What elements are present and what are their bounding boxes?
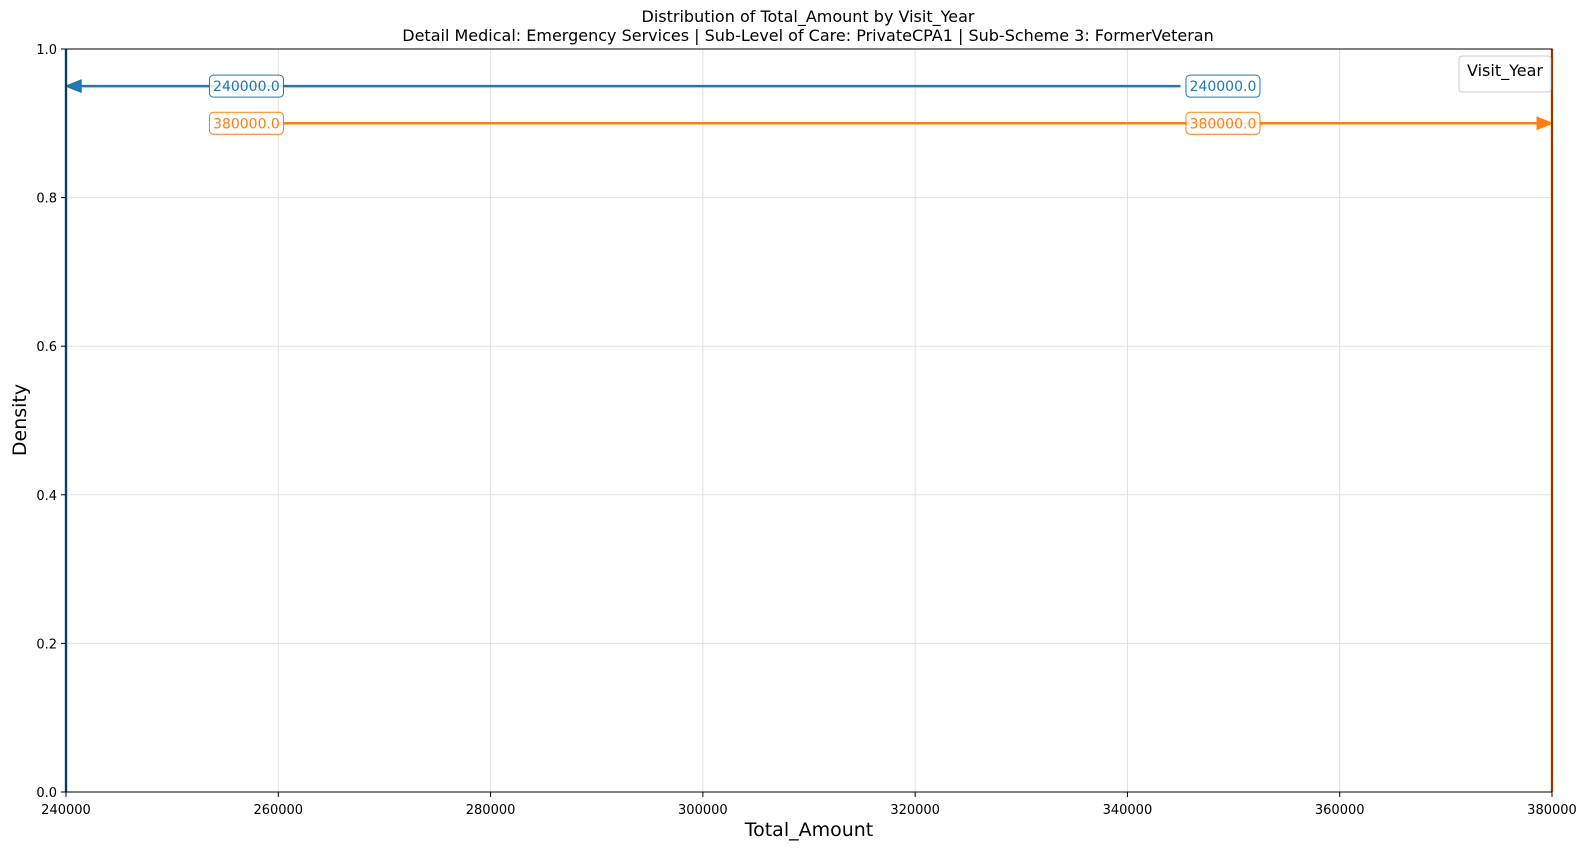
y-tick-label: 0.2 [36,637,57,652]
x-tick-label: 320000 [890,803,940,818]
y-tick-label: 0.8 [36,192,57,207]
plot-frame [65,48,1553,793]
value-annotation-box [1185,111,1261,135]
legend: Visit_Year [1458,55,1552,93]
y-tick-label: 0.0 [36,786,57,801]
y-tick-label: 0.4 [36,489,57,504]
legend-box [1458,55,1552,93]
value-annotation-label: 380000.0 [1190,116,1257,132]
value-annotation-label: 240000.0 [1190,79,1257,95]
y-tick-label: 0.6 [36,340,57,355]
x-axis-label: Total_Amount [744,819,874,841]
x-axis-ticks: 240000 260000 280000 300000 320000 340000 3600… [41,792,1577,818]
x-tick-label: 340000 [1103,803,1153,818]
y-axis-ticks: 0.0 0.2 0.4 0.6 0.8 1.0 [36,43,66,801]
chart-title: Distribution of Total_Amount by Visit_Ye… [642,7,975,27]
grid-lines [65,48,1553,793]
y-tick-label: 1.0 [36,43,57,58]
x-tick-label: 300000 [678,803,728,818]
value-annotation-label: 240000.0 [213,79,280,95]
value-annotation-box [208,74,284,98]
x-tick-label: 380000 [1527,803,1577,818]
value-annotation-box [208,111,284,135]
value-annotation-box [1185,74,1261,98]
y-axis-label: Density [9,384,31,456]
x-tick-label: 260000 [253,803,303,818]
x-tick-label: 240000 [41,803,91,818]
legend-title: Visit_Year [1467,61,1543,81]
chart-subtitle: Detail Medical: Emergency Services | Sub… [402,26,1213,45]
x-tick-label: 360000 [1315,803,1365,818]
x-tick-label: 280000 [466,803,516,818]
value-annotation-label: 380000.0 [213,116,280,132]
series-layer: 240000.0 240000.0 380000.0 380000.0 [64,49,1554,792]
